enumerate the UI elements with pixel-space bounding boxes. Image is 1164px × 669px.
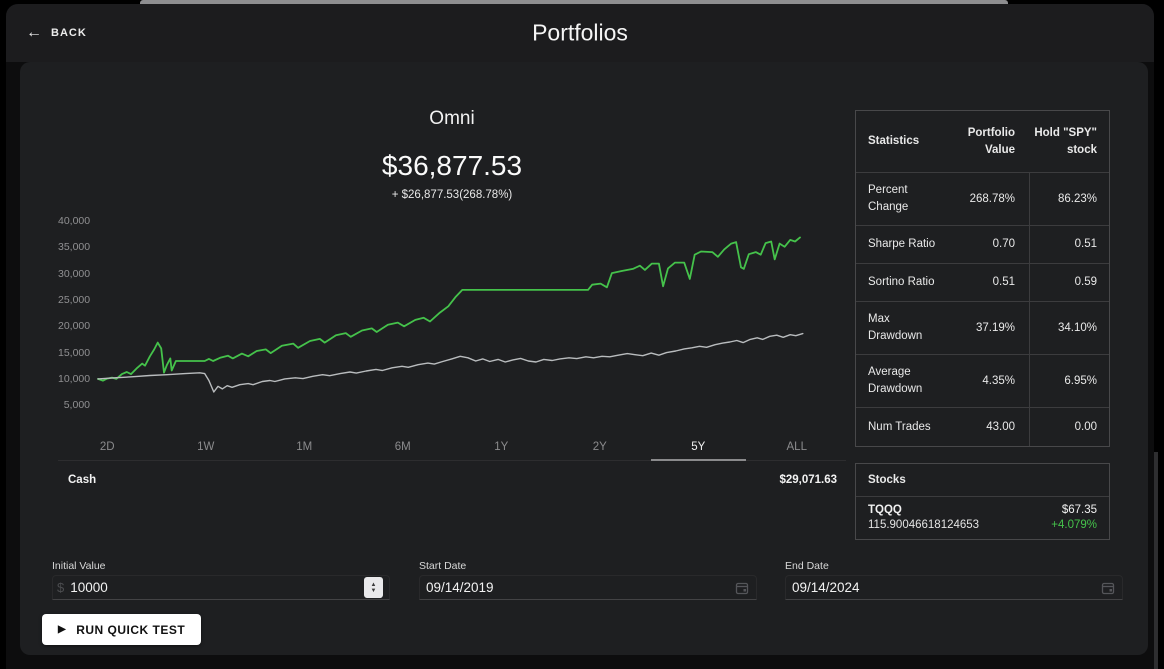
stats-header-statistics: Statistics — [868, 135, 920, 148]
range-tab-1w[interactable]: 1W — [157, 433, 256, 460]
initial-value-input[interactable] — [70, 580, 364, 595]
start-date-field: Start Date — [419, 560, 757, 600]
back-button[interactable]: ← BACK — [26, 25, 87, 41]
stocks-card: Stocks TQQQ 115.90046618124653 $67.35 +4… — [855, 463, 1110, 540]
app-header: ← BACK Portfolios — [6, 4, 1154, 62]
range-tab-all[interactable]: ALL — [748, 433, 847, 460]
stat-spy-value: 0.00 — [1029, 408, 1109, 446]
y-axis-label: 35,000 — [58, 241, 91, 253]
y-axis-label: 40,000 — [58, 215, 91, 227]
stats-header-row: Statistics Portfolio Value Hold "SPY" st… — [856, 111, 1109, 172]
stat-label: Sharpe Ratio — [868, 238, 936, 251]
back-label: BACK — [51, 27, 87, 39]
stat-row-sortino: Sortino Ratio 0.51 0.59 — [856, 263, 1109, 301]
y-axis-label: 20,000 — [58, 320, 91, 332]
back-arrow-icon: ← — [26, 24, 42, 41]
range-tab-1m[interactable]: 1M — [255, 433, 354, 460]
chart-area: 40,000 35,000 30,000 25,000 20,000 15,00… — [58, 210, 846, 430]
stock-shares: 115.90046618124653 — [868, 519, 980, 531]
y-axis-label: 15,000 — [58, 347, 91, 359]
app-window: ← BACK Portfolios Omni $36,877.53 + $26,… — [6, 4, 1154, 669]
stock-symbol: TQQQ — [868, 504, 902, 516]
stat-spy-value: 0.59 — [1029, 264, 1109, 301]
run-quick-test-label: RUN QUICK TEST — [76, 622, 186, 637]
spinner-up-icon[interactable]: ▲ — [370, 581, 377, 588]
calendar-icon[interactable] — [1100, 580, 1116, 596]
stat-portfolio-value: 0.51 — [992, 276, 1015, 289]
background-window-edge — [140, 0, 1008, 4]
stat-portfolio-value: 4.35% — [982, 374, 1015, 387]
y-axis-label: 30,000 — [58, 268, 91, 280]
stat-label: Max Drawdown — [868, 313, 923, 342]
range-tab-1y[interactable]: 1Y — [452, 433, 551, 460]
stat-portfolio-value: 268.78% — [969, 192, 1015, 205]
stat-label: Sortino Ratio — [868, 276, 935, 289]
y-axis-label: 25,000 — [58, 294, 91, 306]
stock-price: $67.35 — [1061, 504, 1097, 516]
end-date-box[interactable] — [785, 575, 1123, 600]
range-tab-6m[interactable]: 6M — [354, 433, 453, 460]
end-date-input[interactable] — [792, 580, 1100, 595]
chart-series-hold-spy-stock — [97, 332, 804, 393]
stat-label: Num Trades — [868, 420, 931, 433]
page-title: Portfolios — [532, 19, 628, 46]
currency-prefix: $ — [57, 580, 65, 595]
stat-portfolio-value: 0.70 — [992, 238, 1015, 251]
portfolio-name: Omni — [429, 108, 475, 129]
chart-section: Omni $36,877.53 + $26,877.53(268.78%) 40… — [58, 62, 846, 489]
stat-spy-value: 86.23% — [1029, 173, 1109, 225]
chart-series-portfolio-value — [97, 236, 801, 382]
range-tab-2y[interactable]: 2Y — [551, 433, 650, 460]
stat-row-percent-change: Percent Change 268.78% 86.23% — [856, 172, 1109, 225]
stat-row-sharpe: Sharpe Ratio 0.70 0.51 — [856, 225, 1109, 263]
stat-row-max-drawdown: Max Drawdown 37.19% 34.10% — [856, 301, 1109, 354]
initial-value-label: Initial Value — [52, 560, 106, 572]
portfolio-card: Omni $36,877.53 + $26,877.53(268.78%) 40… — [20, 62, 1148, 655]
stock-row-tqqq[interactable]: TQQQ 115.90046618124653 $67.35 +4.079% — [856, 497, 1109, 539]
cash-row: Cash $29,071.63 — [68, 471, 837, 489]
portfolio-chart[interactable] — [95, 210, 845, 430]
start-date-box[interactable] — [419, 575, 757, 600]
portfolio-change: + $26,877.53(268.78%) — [391, 189, 513, 201]
calendar-icon[interactable] — [734, 580, 750, 596]
stocks-title: Stocks — [856, 464, 1109, 497]
initial-value-field: Initial Value $ ▲ ▼ — [52, 560, 390, 600]
cash-value: $29,071.63 — [779, 474, 837, 486]
stats-table: Statistics Portfolio Value Hold "SPY" st… — [855, 110, 1110, 447]
start-date-label: Start Date — [419, 560, 467, 572]
y-axis-label: 10,000 — [58, 373, 91, 385]
cash-label: Cash — [68, 474, 97, 486]
stat-row-average-drawdown: Average Drawdown 4.35% 6.95% — [856, 354, 1109, 407]
stat-label: Percent Change — [868, 184, 909, 213]
start-date-input[interactable] — [426, 580, 734, 595]
window-edge-artifact — [1150, 452, 1158, 669]
stat-label: Average Drawdown — [868, 366, 923, 395]
stat-portfolio-value: 43.00 — [986, 420, 1015, 433]
run-quick-test-button[interactable]: ▶ RUN QUICK TEST — [42, 614, 202, 645]
stat-portfolio-value: 37.19% — [975, 321, 1015, 334]
end-date-label: End Date — [785, 560, 829, 572]
initial-value-box[interactable]: $ ▲ ▼ — [52, 575, 390, 600]
stats-header-portfolio-value: Portfolio Value — [967, 126, 1015, 156]
stat-spy-value: 6.95% — [1029, 355, 1109, 407]
range-tab-2d[interactable]: 2D — [58, 433, 157, 460]
stat-spy-value: 0.51 — [1029, 226, 1109, 263]
end-date-field: End Date — [785, 560, 1123, 600]
stat-spy-value: 34.10% — [1029, 302, 1109, 354]
stock-change: +4.079% — [1051, 519, 1097, 531]
range-tab-5y[interactable]: 5Y — [649, 433, 748, 461]
range-tabs: 2D 1W 1M 6M 1Y 2Y 5Y ALL — [58, 433, 846, 461]
stat-row-num-trades: Num Trades 43.00 0.00 — [856, 407, 1109, 446]
portfolio-value: $36,877.53 — [381, 150, 523, 181]
y-axis-label: 5,000 — [63, 399, 90, 411]
spinner-down-icon[interactable]: ▼ — [370, 587, 377, 594]
play-icon: ▶ — [58, 623, 67, 635]
number-spinner[interactable]: ▲ ▼ — [364, 577, 383, 598]
stats-header-spy: Hold "SPY" stock — [1034, 126, 1097, 156]
main-area: Omni $36,877.53 + $26,877.53(268.78%) 40… — [6, 62, 1154, 669]
